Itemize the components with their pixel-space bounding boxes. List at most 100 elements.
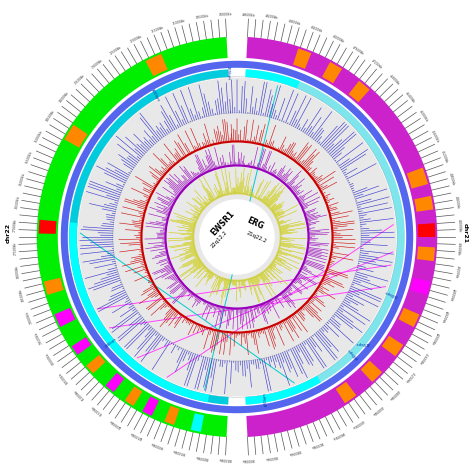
Text: 48800kb: 48800kb bbox=[288, 18, 301, 26]
Polygon shape bbox=[37, 37, 228, 437]
Text: 42400kb: 42400kb bbox=[440, 310, 449, 324]
Polygon shape bbox=[106, 373, 124, 392]
Polygon shape bbox=[418, 223, 435, 237]
Text: 470bps: 470bps bbox=[262, 391, 269, 406]
Text: 42800kb: 42800kb bbox=[448, 288, 456, 301]
Polygon shape bbox=[246, 69, 405, 405]
Text: 76000kb: 76000kb bbox=[18, 173, 26, 186]
Text: 44400kb: 44400kb bbox=[454, 195, 460, 209]
Text: 75000kb: 75000kb bbox=[34, 129, 44, 143]
Polygon shape bbox=[44, 278, 64, 295]
Text: 46400kb: 46400kb bbox=[404, 91, 416, 103]
Text: 21q22.2: 21q22.2 bbox=[246, 230, 268, 244]
Text: 49200kb: 49200kb bbox=[265, 14, 279, 20]
Text: 71500kb: 71500kb bbox=[150, 25, 164, 34]
Text: 44800kb: 44800kb bbox=[448, 173, 456, 186]
Text: 43200kb: 43200kb bbox=[454, 265, 460, 279]
Polygon shape bbox=[55, 308, 75, 327]
Polygon shape bbox=[69, 222, 209, 402]
Text: 40800kb: 40800kb bbox=[388, 388, 401, 401]
Text: 71000kb: 71000kb bbox=[173, 18, 186, 26]
Polygon shape bbox=[69, 69, 228, 405]
Polygon shape bbox=[336, 382, 356, 403]
Polygon shape bbox=[125, 386, 142, 406]
Polygon shape bbox=[191, 413, 204, 432]
Text: 246bps: 246bps bbox=[104, 337, 118, 349]
Text: 80000kb: 80000kb bbox=[45, 351, 56, 365]
Text: 82000kb: 82000kb bbox=[109, 418, 123, 429]
Text: 78000kb: 78000kb bbox=[14, 265, 20, 279]
Polygon shape bbox=[72, 337, 91, 355]
Text: 260bps: 260bps bbox=[346, 346, 360, 360]
Text: ERG: ERG bbox=[245, 215, 265, 231]
Text: 48000kb: 48000kb bbox=[331, 34, 345, 44]
Text: 415bps: 415bps bbox=[356, 340, 370, 345]
Polygon shape bbox=[361, 361, 382, 382]
Text: 38400kb: 38400kb bbox=[265, 454, 279, 460]
Text: 74000kb: 74000kb bbox=[58, 91, 70, 103]
Text: 43600kb: 43600kb bbox=[456, 242, 461, 255]
Text: 70500kb: 70500kb bbox=[195, 14, 209, 20]
Polygon shape bbox=[348, 81, 370, 102]
Text: 38800kb: 38800kb bbox=[288, 448, 301, 456]
Text: 40400kb: 40400kb bbox=[371, 404, 383, 416]
Text: 44000kb: 44000kb bbox=[456, 219, 461, 232]
Text: 70000kb: 70000kb bbox=[219, 13, 232, 18]
Text: 79500kb: 79500kb bbox=[34, 331, 44, 345]
Text: 49600kb: 49600kb bbox=[242, 13, 255, 18]
Text: 38000kb: 38000kb bbox=[242, 456, 255, 461]
Text: 45600kb: 45600kb bbox=[430, 129, 440, 143]
Text: 46800kb: 46800kb bbox=[388, 73, 401, 86]
Text: chr21: chr21 bbox=[463, 223, 468, 243]
Polygon shape bbox=[410, 278, 430, 295]
Polygon shape bbox=[246, 37, 437, 437]
Polygon shape bbox=[246, 69, 300, 89]
Text: 81000kb: 81000kb bbox=[73, 388, 86, 401]
Text: 41600kb: 41600kb bbox=[418, 351, 429, 365]
Text: 39600kb: 39600kb bbox=[331, 430, 345, 440]
Text: 74500kb: 74500kb bbox=[45, 109, 56, 123]
Text: 73500kb: 73500kb bbox=[73, 73, 86, 86]
Text: chr22: chr22 bbox=[6, 223, 11, 243]
Text: 47600kb: 47600kb bbox=[351, 45, 365, 56]
Polygon shape bbox=[142, 396, 159, 416]
Text: 39200kb: 39200kb bbox=[310, 440, 324, 449]
Text: 76500kb: 76500kb bbox=[14, 195, 20, 209]
Polygon shape bbox=[146, 54, 168, 76]
Text: 72000kb: 72000kb bbox=[129, 34, 143, 44]
Text: 22q12.2: 22q12.2 bbox=[210, 229, 228, 249]
Text: 77500kb: 77500kb bbox=[13, 242, 18, 255]
Polygon shape bbox=[293, 48, 311, 69]
Text: 75500kb: 75500kb bbox=[25, 150, 34, 164]
Text: 45200kb: 45200kb bbox=[440, 150, 449, 164]
Polygon shape bbox=[86, 355, 106, 374]
Text: 82500kb: 82500kb bbox=[129, 430, 143, 440]
Polygon shape bbox=[382, 336, 403, 356]
Polygon shape bbox=[399, 308, 419, 327]
Polygon shape bbox=[64, 125, 88, 148]
Text: 40000kb: 40000kb bbox=[351, 418, 365, 429]
Text: 78500kb: 78500kb bbox=[18, 288, 26, 301]
Polygon shape bbox=[39, 220, 56, 234]
Polygon shape bbox=[164, 406, 180, 425]
Text: 255bps: 255bps bbox=[226, 66, 231, 80]
Text: 80500kb: 80500kb bbox=[58, 370, 70, 383]
Text: 84500kb: 84500kb bbox=[219, 456, 232, 461]
Text: 47200kb: 47200kb bbox=[371, 58, 383, 70]
Text: 81500kb: 81500kb bbox=[91, 404, 103, 416]
Text: 42000kb: 42000kb bbox=[430, 331, 440, 345]
Text: EWSR1: EWSR1 bbox=[210, 209, 237, 237]
Text: 41200kb: 41200kb bbox=[404, 371, 416, 383]
Polygon shape bbox=[322, 62, 342, 83]
Text: 300bps: 300bps bbox=[149, 88, 160, 102]
Text: 260bps: 260bps bbox=[384, 289, 399, 298]
Text: 84000kb: 84000kb bbox=[195, 454, 209, 460]
Text: 48400kb: 48400kb bbox=[310, 25, 324, 34]
Text: 83500kb: 83500kb bbox=[173, 448, 186, 456]
Polygon shape bbox=[414, 196, 433, 212]
Polygon shape bbox=[78, 78, 396, 396]
Circle shape bbox=[200, 200, 274, 274]
Text: 77000kb: 77000kb bbox=[13, 219, 18, 232]
Polygon shape bbox=[417, 246, 435, 261]
Polygon shape bbox=[246, 376, 321, 405]
